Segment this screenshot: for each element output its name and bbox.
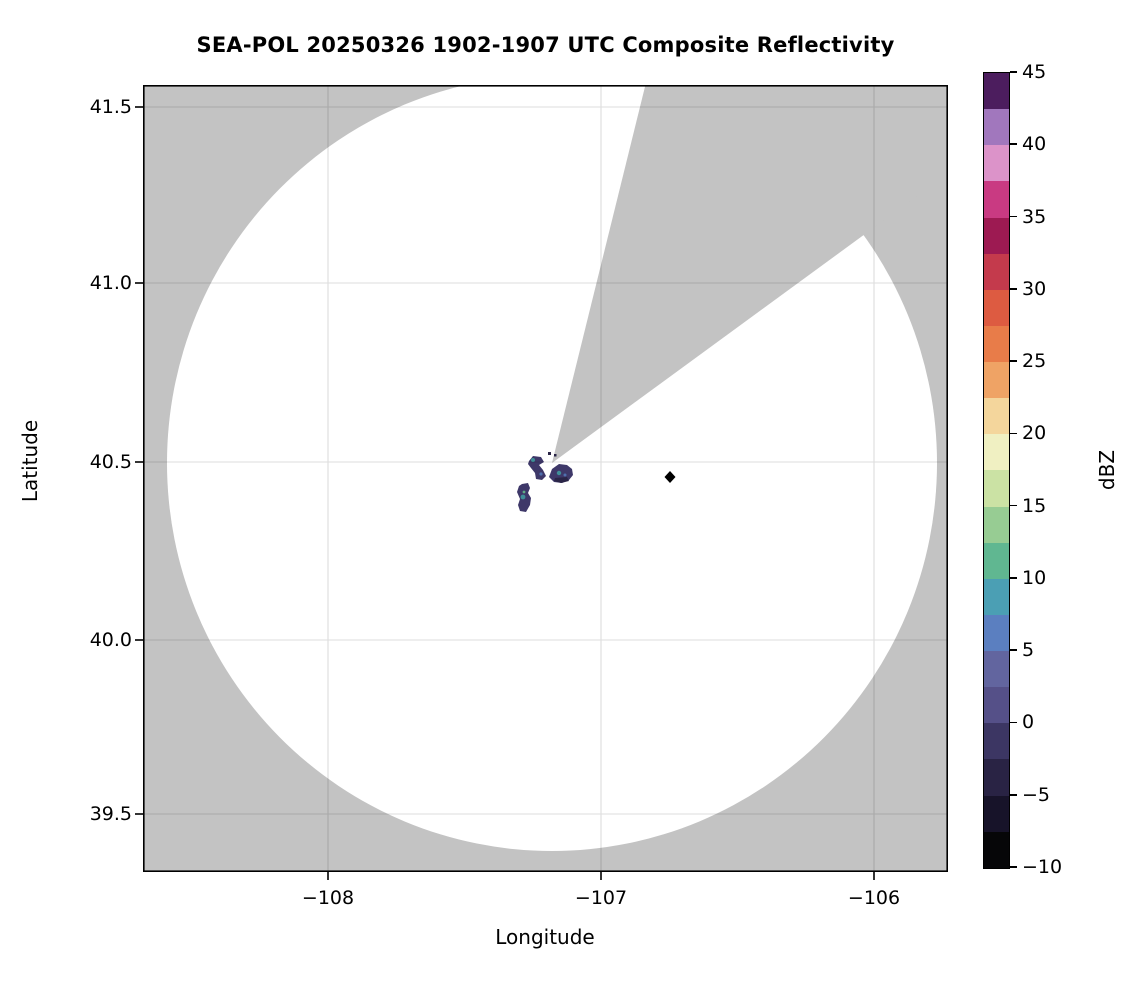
colorbar-tick: [1010, 215, 1017, 218]
echo-speck: [554, 454, 557, 457]
echo-core: [556, 470, 562, 476]
colorbar-band: [984, 253, 1009, 290]
x-tick-label: −108: [301, 887, 355, 909]
colorbar-tick: [1010, 504, 1017, 507]
colorbar-tick-label: 30: [1022, 277, 1047, 300]
x-tick-label: −106: [847, 887, 901, 909]
colorbar-band: [984, 145, 1009, 182]
colorbar-tick: [1010, 649, 1017, 651]
colorbar-band: [984, 362, 1009, 399]
colorbar-band: [984, 109, 1009, 146]
colorbar-band: [984, 398, 1009, 435]
colorbar-band: [984, 578, 1009, 615]
colorbar-tick-label: 40: [1022, 133, 1047, 156]
colorbar-band: [984, 759, 1009, 796]
colorbar-tick-label: 15: [1022, 494, 1047, 517]
colorbar-band: [984, 614, 1009, 651]
colorbar-band: [984, 217, 1009, 254]
colorbar-tick-label: 5: [1022, 639, 1035, 662]
plot-title: SEA-POL 20250326 1902-1907 UTC Composite…: [196, 33, 895, 57]
colorbar-tick-label: 45: [1022, 61, 1047, 83]
radar-plot: [135, 85, 949, 880]
site-marker-diamond: [664, 471, 676, 483]
colorbar-band: [984, 434, 1009, 471]
colorbar-tick-label: 0: [1022, 711, 1035, 734]
x-axis-label: Longitude: [495, 925, 595, 949]
colorbar-tick: [1010, 288, 1017, 290]
echo-speck: [548, 452, 551, 455]
echo-core: [539, 472, 543, 476]
colorbar-tick-label: −10: [1022, 856, 1063, 878]
colorbar-tick: [1010, 143, 1017, 146]
colorbar-tick-label: −5: [1022, 783, 1051, 806]
colorbar-band: [984, 651, 1009, 688]
axis-ticks: [135, 106, 875, 880]
echo-shade: [554, 477, 569, 483]
colorbar-tick: [1010, 360, 1017, 362]
colorbar-tick-label: 25: [1022, 350, 1047, 373]
colorbar-tick: [1010, 721, 1017, 724]
colorbar-band: [984, 289, 1009, 326]
colorbar-band: [984, 723, 1009, 760]
y-tick-label: 40.0: [89, 629, 132, 651]
colorbar-band: [984, 506, 1009, 543]
echo-region: [517, 452, 573, 512]
echo-core: [563, 473, 567, 477]
colorbar-tick: [1010, 432, 1017, 435]
y-tick-label: 41.5: [89, 96, 132, 118]
y-tick-label: 40.5: [89, 451, 132, 473]
colorbar-band: [984, 542, 1009, 579]
echo-core: [522, 490, 526, 494]
colorbar-tick: [1010, 793, 1017, 796]
colorbar-tick-label: 10: [1022, 566, 1047, 589]
y-tick-label: 41.0: [89, 272, 132, 294]
grid-lines: [143, 85, 948, 872]
plot-frame: [143, 85, 949, 873]
colorbar-axis-label: dBZ: [1095, 449, 1119, 491]
colorbar: [983, 72, 1010, 869]
colorbar-band: [984, 325, 1009, 362]
colorbar-tick-label: 35: [1022, 205, 1047, 228]
echo-core: [520, 494, 526, 500]
colorbar-tick-label: 20: [1022, 422, 1047, 445]
blocked-sector: [552, 85, 917, 463]
colorbar-tick: [1010, 866, 1017, 868]
y-tick-label: 39.5: [89, 803, 132, 825]
x-tick-label: −107: [574, 887, 628, 909]
colorbar-band: [984, 470, 1009, 507]
colorbar-band: [984, 73, 1009, 110]
colorbar-tick: [1010, 71, 1017, 73]
colorbar-band: [984, 687, 1009, 724]
colorbar-tick: [1010, 577, 1017, 579]
echo-core: [531, 458, 535, 462]
colorbar-band: [984, 795, 1009, 832]
colorbar-band: [984, 831, 1009, 868]
colorbar-band: [984, 181, 1009, 218]
